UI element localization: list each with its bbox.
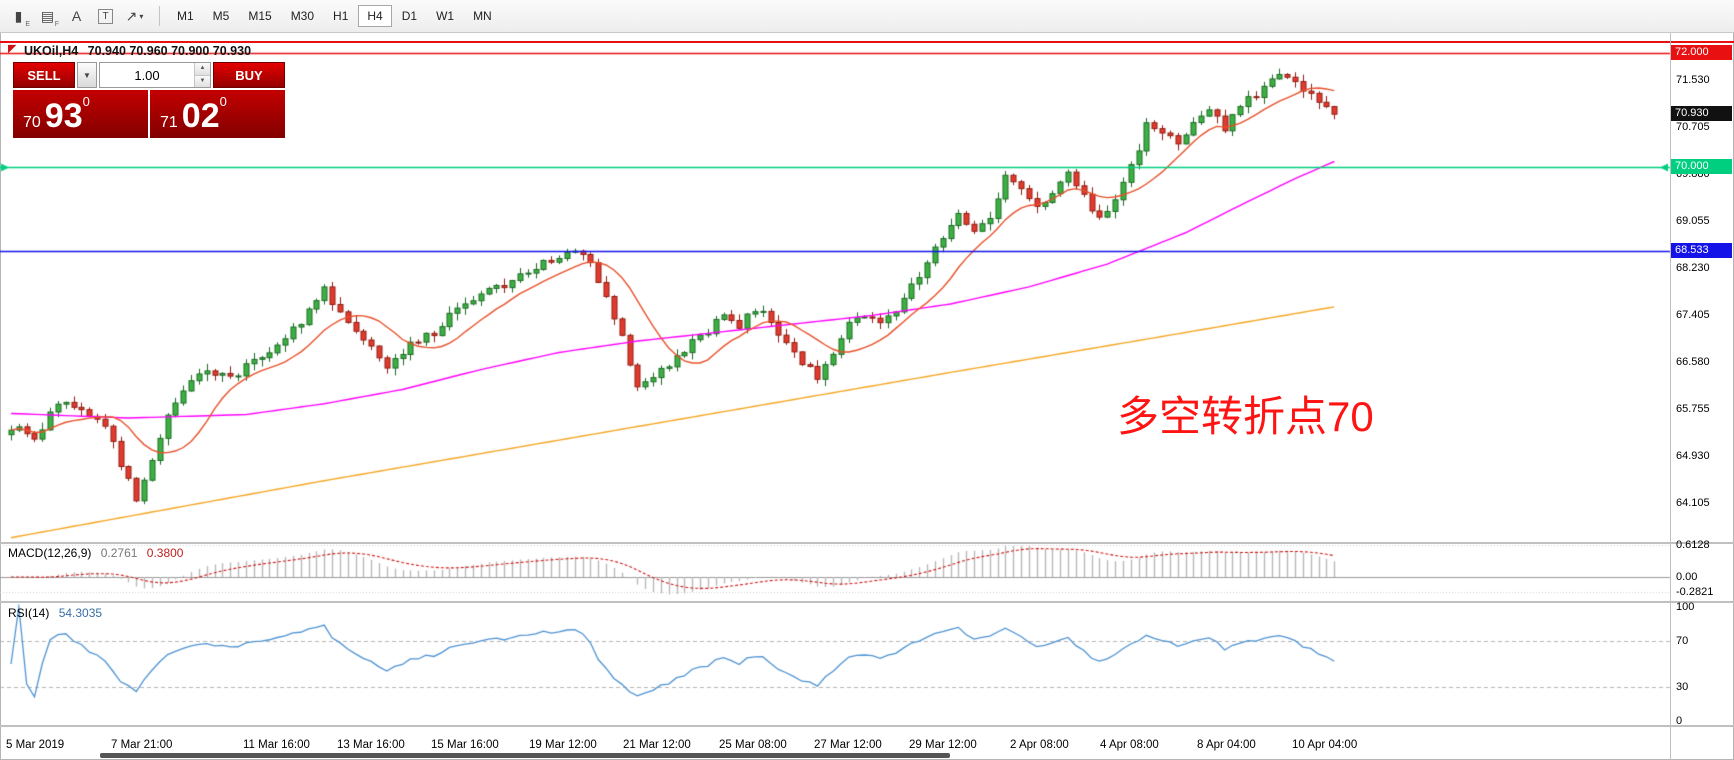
macd-name: MACD(12,26,9) — [8, 546, 92, 560]
volume-decrease-button[interactable]: ▼ — [195, 74, 210, 87]
volume-field: ▲ ▼ — [99, 62, 211, 88]
timeframe-m1[interactable]: M1 — [177, 9, 194, 23]
macd-signal-value: 0.3800 — [146, 546, 184, 560]
timeframe-h1[interactable]: H1 — [333, 9, 349, 23]
symbol-label: UKOil,H4 — [24, 44, 79, 58]
bar-chart-icon[interactable]: ▤ F — [40, 7, 59, 28]
sell-price-big: 93 — [44, 97, 83, 135]
rsi-panel-splitter[interactable] — [0, 601, 1734, 603]
symbol-ohlc-label: UKOil,H4 70.940 70.960 70.900 70.930 — [24, 44, 251, 58]
timeframe-group: M1 M5 M15 M30 H1 H4 D1 W1 MN — [168, 5, 502, 27]
trade-panel: SELL ▼ ▲ ▼ BUY 70 93 0 71 02 0 — [13, 62, 285, 138]
sell-price-display[interactable]: 70 93 0 — [13, 90, 148, 138]
font-tool-icon[interactable]: A — [71, 8, 82, 24]
toolbar: ▮ E ▤ F A T ↗ ▾ M1 M5 M15 M30 H1 H4 D1 W1 MN — [0, 0, 1734, 33]
sell-button[interactable]: SELL — [13, 62, 75, 88]
toolbar-separator — [159, 6, 160, 26]
timeframe-d1[interactable]: D1 — [401, 9, 418, 23]
draw-tools-icon[interactable]: ↗ ▾ — [125, 7, 144, 24]
macd-panel-splitter[interactable] — [0, 542, 1734, 544]
text-tool-icon[interactable]: T — [91, 3, 120, 30]
rsi-value: 54.3035 — [58, 606, 103, 620]
buy-price-sup: 0 — [219, 94, 227, 109]
ohlc-label: 70.940 70.960 70.900 70.930 — [87, 44, 252, 58]
candlestick-chart-icon[interactable]: ▮ E — [14, 7, 30, 28]
timeframe-m5[interactable]: M5 — [212, 9, 230, 23]
sell-price-prefix: 70 — [23, 114, 41, 131]
buy-price-prefix: 71 — [160, 114, 178, 131]
volume-spinner: ▲ ▼ — [194, 63, 210, 87]
chevron-down-icon: ▼ — [83, 70, 91, 80]
timeframe-m30[interactable]: M30 — [290, 9, 315, 23]
price-axis-border — [1670, 33, 1671, 760]
rsi-name: RSI(14) — [8, 606, 50, 620]
timeframe-h4[interactable]: H4 — [358, 5, 392, 27]
timeframe-w1[interactable]: W1 — [436, 9, 455, 23]
time-axis-separator — [0, 725, 1734, 727]
volume-increase-button[interactable]: ▲ — [195, 63, 210, 75]
horizontal-scrollbar[interactable] — [100, 753, 950, 758]
timeframe-m15[interactable]: M15 — [248, 9, 272, 23]
chart-flag-icon: ◤ — [8, 43, 17, 55]
rsi-label: RSI(14) 54.3035 — [8, 606, 102, 620]
buy-price-big: 02 — [181, 97, 220, 135]
macd-main-value: 0.2761 — [100, 546, 138, 560]
volume-dropdown-button[interactable]: ▼ — [77, 62, 97, 88]
macd-label: MACD(12,26,9) 0.2761 0.3800 — [8, 546, 183, 560]
volume-input[interactable] — [100, 63, 194, 87]
sell-price-sup: 0 — [82, 94, 90, 109]
timeframe-mn[interactable]: MN — [473, 9, 492, 23]
buy-button[interactable]: BUY — [213, 62, 285, 88]
chart-top-border — [0, 41, 1734, 43]
toolbar-icons: ▮ E ▤ F A T ↗ ▾ — [4, 3, 149, 30]
buy-price-display[interactable]: 71 02 0 — [150, 90, 285, 138]
chart-annotation-text: 多空转折点70 — [1117, 393, 1374, 440]
